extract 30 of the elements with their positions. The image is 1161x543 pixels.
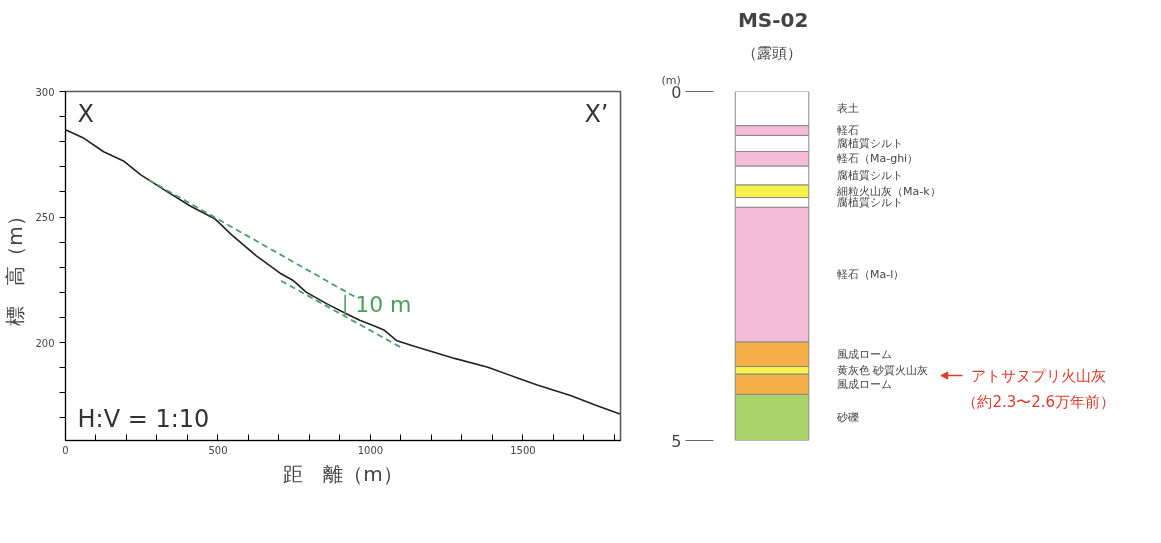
- y-axis-title: (m): [661, 73, 681, 87]
- y-tick-label: 300: [35, 86, 55, 98]
- text: 軽石（Ma-ghi）: [836, 152, 919, 166]
- y-tick-label: 5: [671, 431, 682, 451]
- text: 黄灰色 砂質火山灰: [836, 363, 929, 377]
- y-tick-label: 250: [35, 212, 55, 224]
- text: 軽石: [836, 124, 859, 138]
- text: （約2.3〜2.6万年前）: [962, 392, 1116, 411]
- annotation: X’: [584, 99, 609, 128]
- text: 表土: [836, 102, 859, 116]
- text: 風成ローム: [836, 377, 892, 391]
- y-tick-label: 200: [35, 337, 55, 349]
- text: 腐植質シルト: [836, 169, 903, 183]
- annotation: 10 m: [355, 292, 412, 318]
- text: 風成ローム: [836, 347, 892, 361]
- x-axis-title: 距 離（m）: [283, 461, 403, 486]
- text: 細粒火山灰（Ma-k）: [835, 184, 941, 198]
- text: 砂礫: [835, 410, 859, 424]
- text: 腐植質シルト: [836, 137, 903, 150]
- chart-subtitle: （露頭）: [742, 43, 803, 62]
- y-axis-title: 標 高（m）: [3, 206, 28, 326]
- chart-title: MS-02: [737, 7, 809, 32]
- x-tick-label: 0: [62, 444, 69, 456]
- x-tick-label: 500: [208, 444, 228, 456]
- annotation: H:V = 1:10: [77, 404, 210, 433]
- text: アトサヌプリ火山灰: [971, 366, 1107, 385]
- text: 軽石（Ma-l）: [836, 268, 905, 282]
- annotation: X: [77, 99, 94, 128]
- x-tick-label: 1500: [510, 444, 536, 456]
- x-tick-label: 1000: [357, 444, 384, 456]
